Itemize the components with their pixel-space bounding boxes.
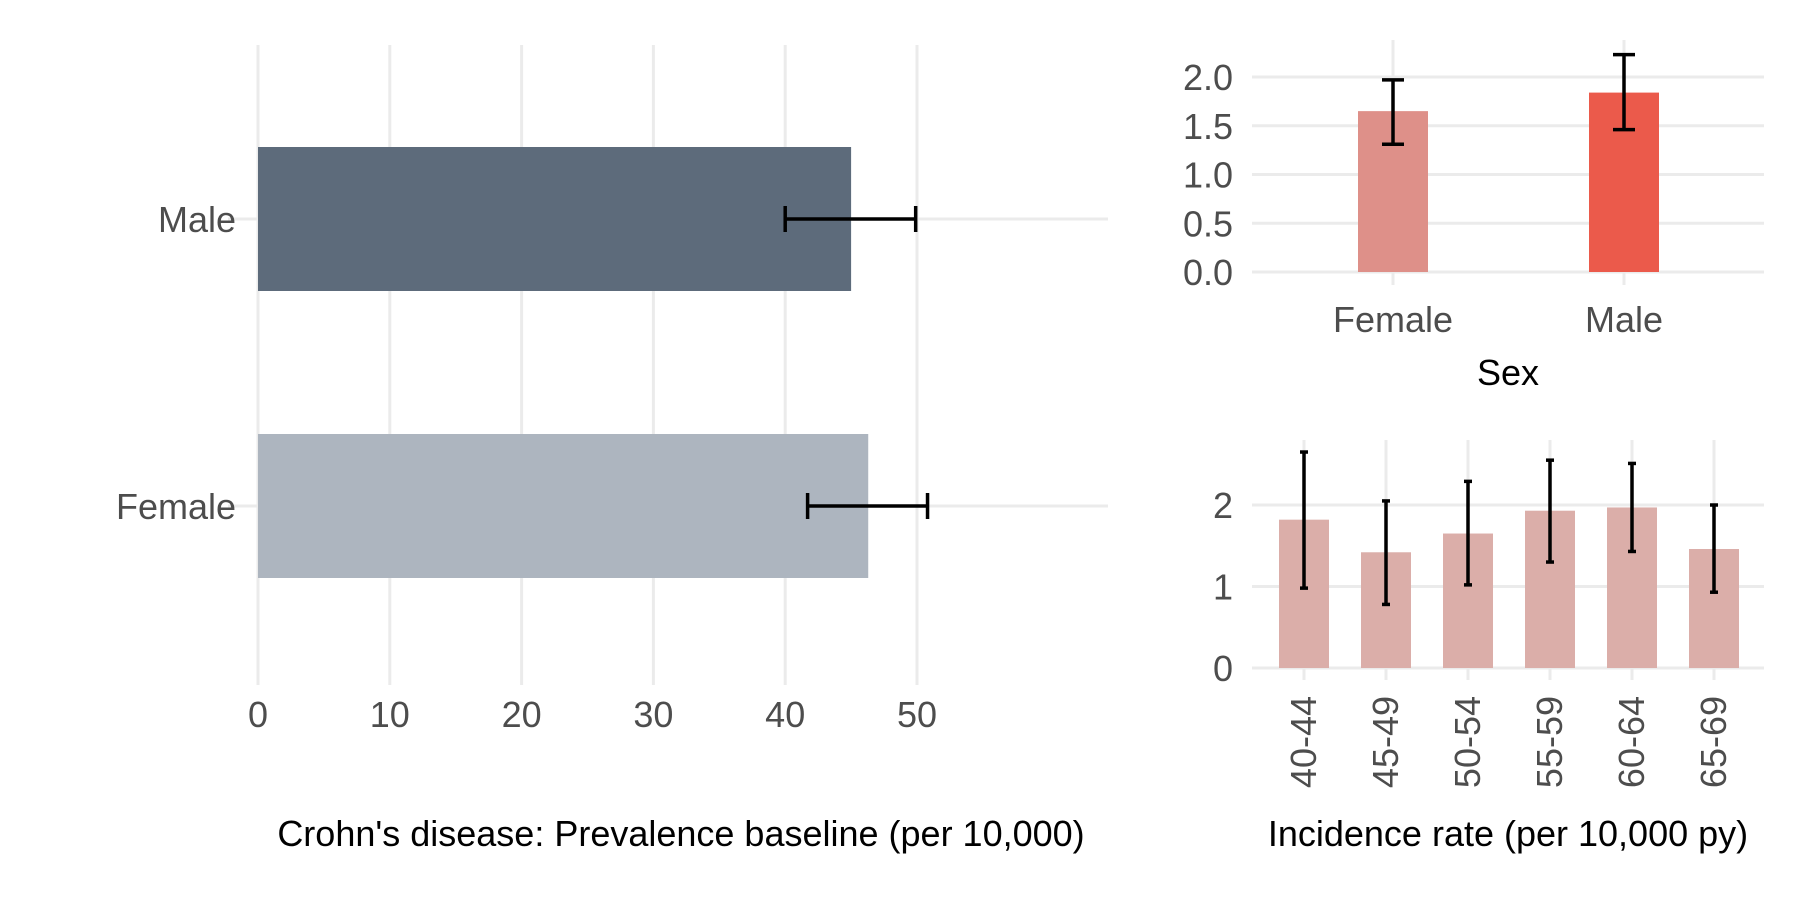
x-tick-label: 40-44 [1283,696,1324,788]
x-tick-label: 60-64 [1611,696,1652,788]
y-tick-label: 1.5 [1183,106,1233,147]
y-tick-label: Male [158,199,236,240]
prevalence-panel: 0 10 20 30 40 50 Male Female Crohn's disease: Pr… [116,45,1108,854]
y-tick-label: 2 [1213,485,1233,526]
x-tick-label: 20 [502,694,542,735]
x-tick-label: Female [1333,299,1453,340]
x-tick-label: 0 [248,694,268,735]
y-tick-label: 0.5 [1183,203,1233,244]
x-axis-title: Incidence rate (per 10,000 py) [1268,813,1748,854]
incidence-by-age-panel: 0 1 2 40-44 45-49 50-54 55-59 60-64 65-69 Inciden… [1213,440,1764,854]
y-tick-label: 0 [1213,648,1233,689]
x-tick-label: Male [1585,299,1663,340]
x-axis-title: Sex [1477,352,1539,393]
x-tick-label: 50 [897,694,937,735]
x-tick-label: 55-59 [1529,696,1570,788]
x-tick-label: 65-69 [1693,696,1734,788]
x-tick-label: 10 [370,694,410,735]
y-tick-label: 2.0 [1183,57,1233,98]
x-tick-label: 30 [633,694,673,735]
y-tick-label: 0.0 [1183,252,1233,293]
bar-female [258,434,869,578]
incidence-by-sex-panel: 0.0 0.5 1.0 1.5 2.0 Female Male Sex [1183,40,1764,393]
x-tick-label: 45-49 [1365,696,1406,788]
bar-male [258,147,852,291]
y-tick-label: 1.0 [1183,155,1233,196]
x-axis-title: Crohn's disease: Prevalence baseline (pe… [277,813,1084,854]
x-tick-label: 40 [765,694,805,735]
x-tick-label: 50-54 [1447,696,1488,788]
y-tick-label: 1 [1213,567,1233,608]
y-tick-label: Female [116,486,236,527]
